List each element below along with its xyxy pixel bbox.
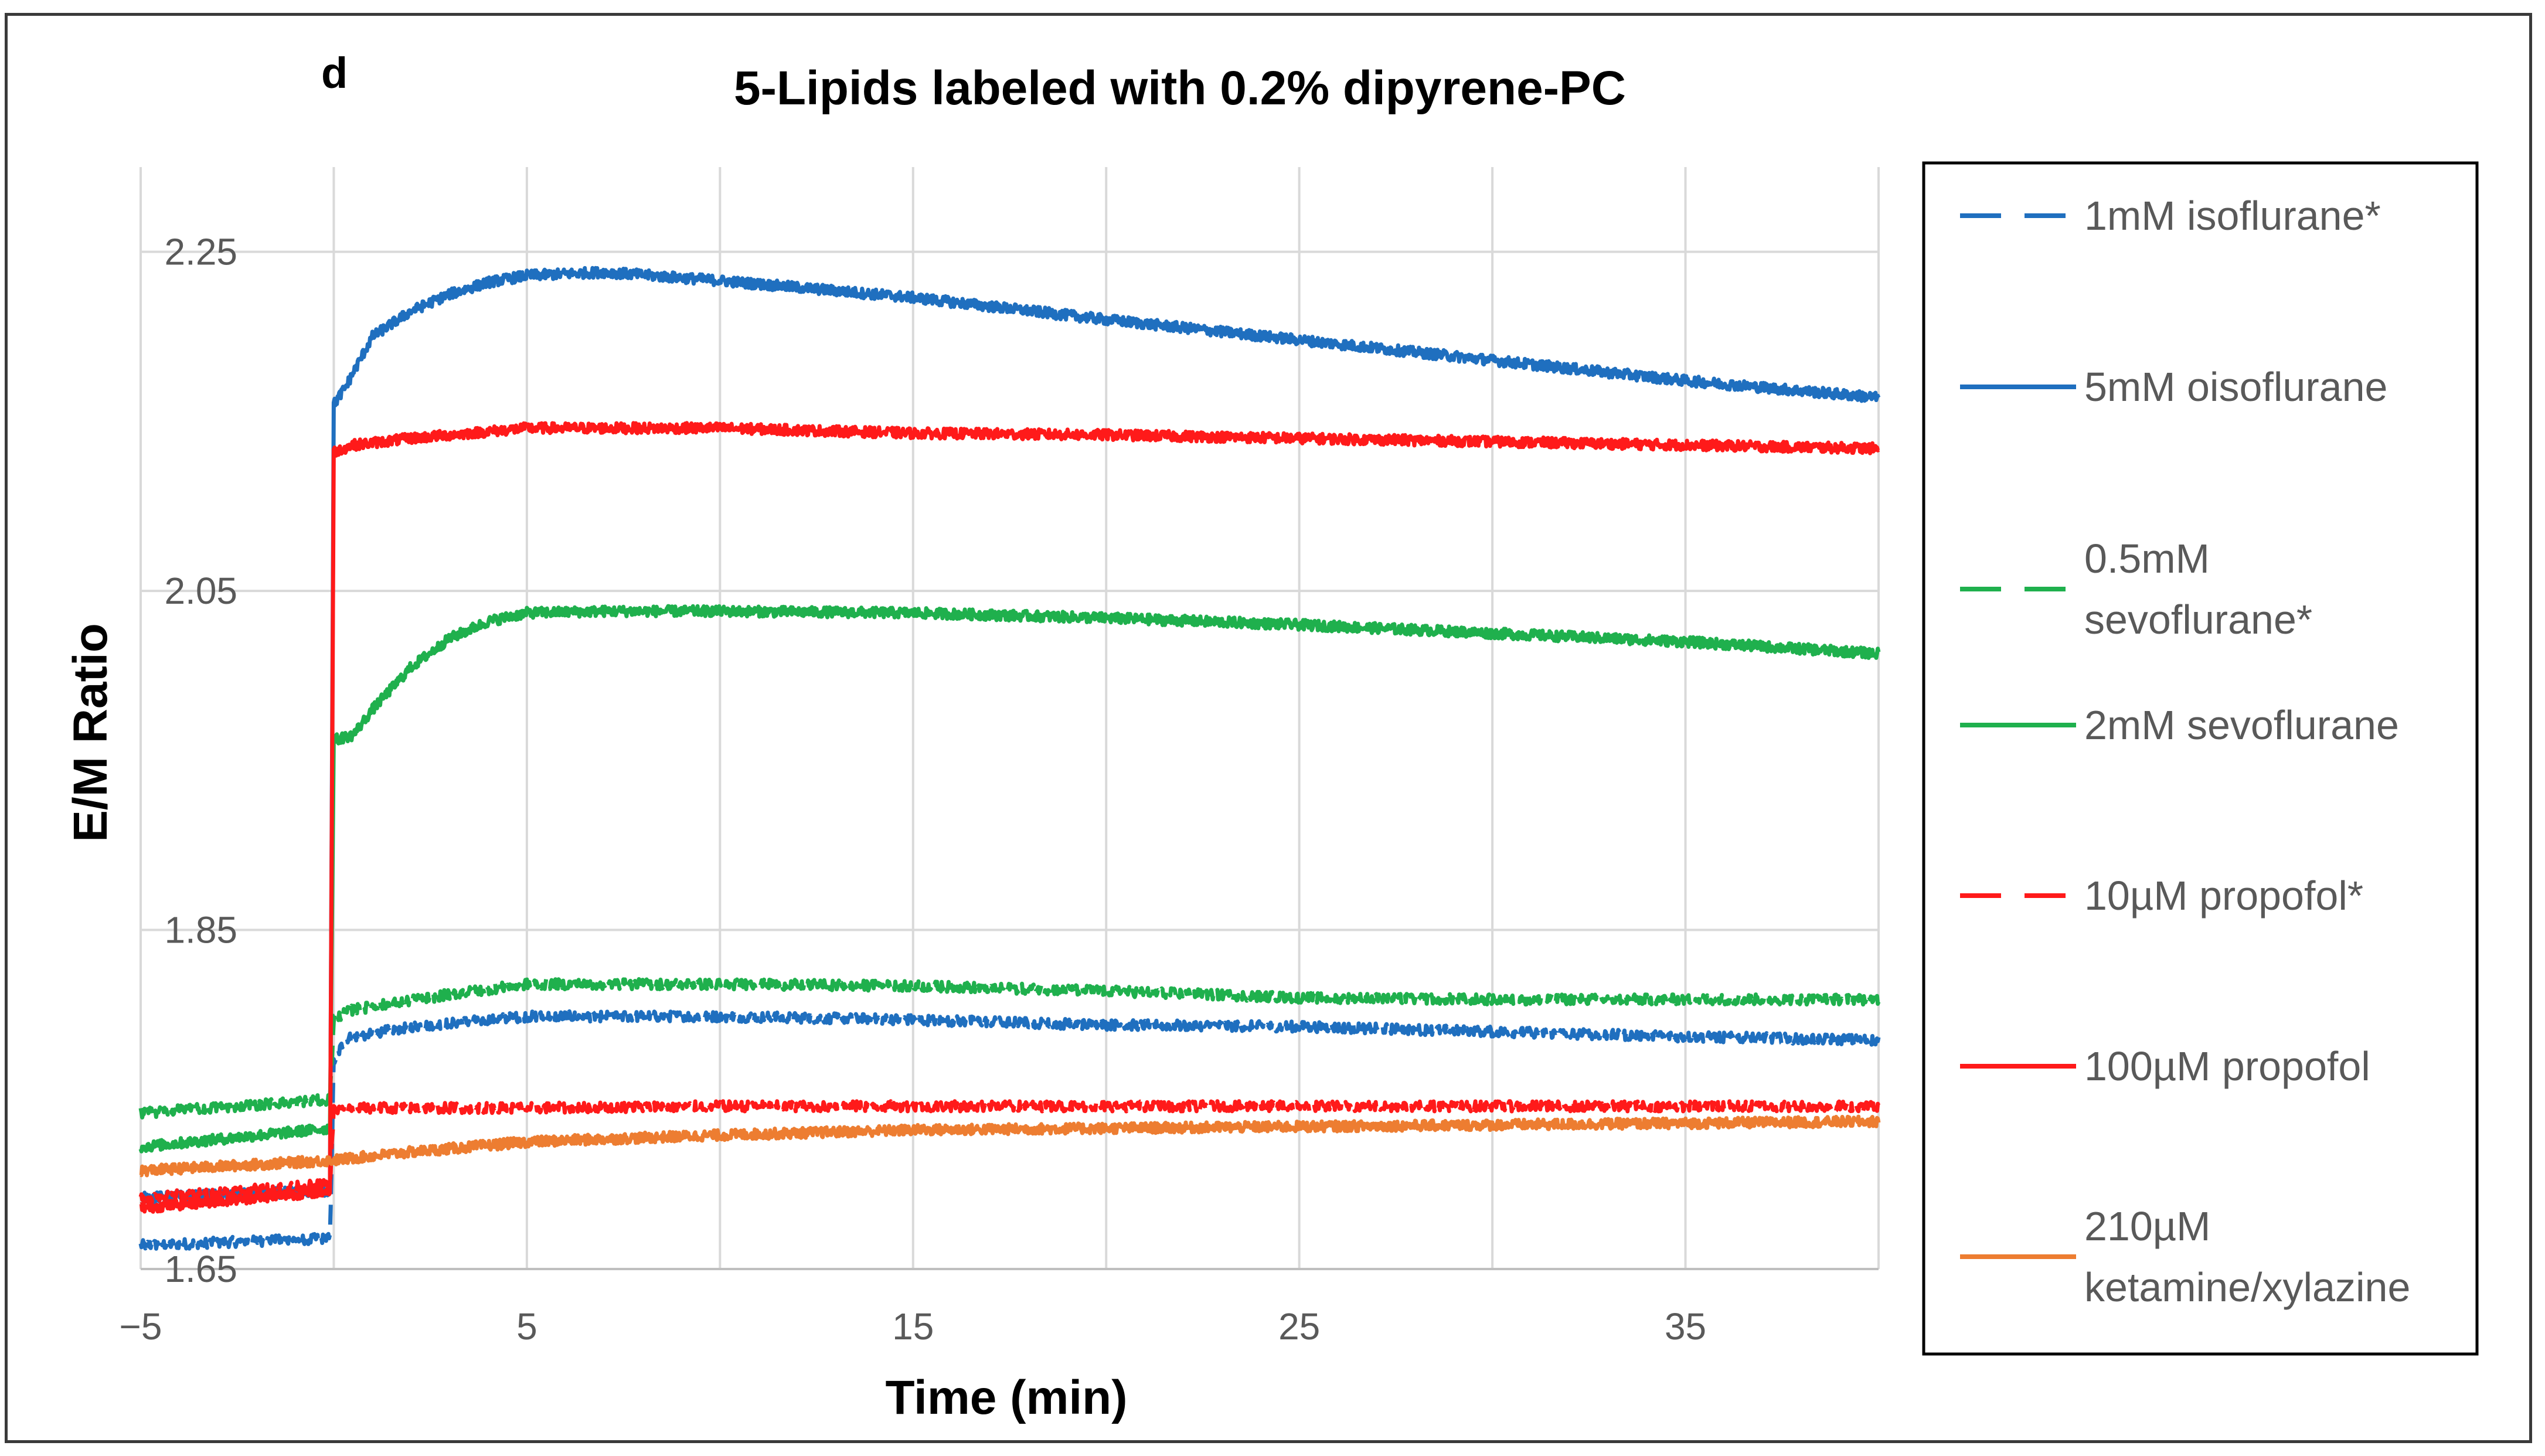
chart-title: 5-Lipids labeled with 0.2% dipyrene-PC [734,62,1626,115]
tick-labels: −5 5 15 25 35 1.65 1.85 2.05 2.25 [120,231,1707,1348]
legend-box [1922,161,2479,1356]
x-axis-label: Time (min) [885,1371,1127,1424]
x-tick-label: 5 [516,1305,537,1348]
legend-label: 1mM isoflurane* [2084,193,2381,239]
series-lines [138,266,1881,1251]
x-tick-label: 15 [892,1305,934,1348]
chart-frame [5,13,2532,1443]
y-tick-label: 2.25 [164,231,237,273]
x-tick-label: 25 [1278,1305,1320,1348]
series-line [139,266,1881,1205]
series-line [139,421,1880,1214]
y-axis-label: E/M Ratio [64,623,117,842]
legend-label: 0.5mM [2084,536,2210,581]
y-tick-label: 2.05 [164,570,237,612]
series-line [139,1114,1881,1178]
legend-label: 10µM propofol* [2084,873,2363,918]
legend-label: 210µM [2084,1203,2210,1249]
legend: 1mM isoflurane* 5mM oisoflurane 0.5mM sevof… [1960,193,2410,1310]
series-line [138,1009,1881,1251]
panel-letter: d [321,49,348,97]
y-tick-label: 1.85 [164,909,237,951]
legend-label: ketamine/xylazine [2084,1264,2410,1310]
legend-label: sevoflurane* [2084,597,2312,642]
series-line [138,604,1881,1154]
legend-label: 100µM propofol [2084,1043,2370,1089]
gridlines [140,167,1880,1270]
x-tick-label: −5 [120,1305,162,1348]
legend-label: 2mM sevoflurane [2084,702,2399,748]
x-tick-label: 35 [1665,1305,1706,1348]
legend-label: 5mM oisoflurane [2084,364,2387,410]
y-tick-label: 1.65 [164,1248,237,1290]
series-line [138,977,1881,1120]
series-line [138,1099,1881,1205]
